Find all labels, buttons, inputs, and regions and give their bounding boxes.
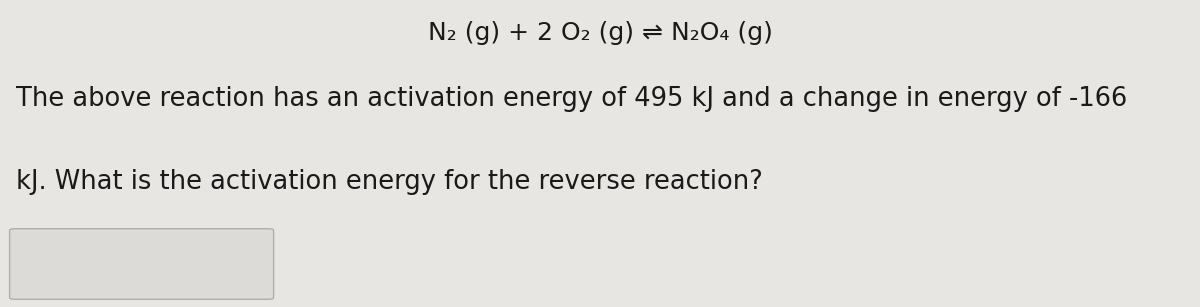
Text: kJ. What is the activation energy for the reverse reaction?: kJ. What is the activation energy for th…	[16, 169, 762, 195]
FancyBboxPatch shape	[10, 229, 274, 299]
Text: The above reaction has an activation energy of 495 kJ and a change in energy of : The above reaction has an activation ene…	[16, 86, 1127, 112]
Text: N₂ (g) + 2 O₂ (g) ⇌ N₂O₄ (g): N₂ (g) + 2 O₂ (g) ⇌ N₂O₄ (g)	[427, 21, 773, 45]
